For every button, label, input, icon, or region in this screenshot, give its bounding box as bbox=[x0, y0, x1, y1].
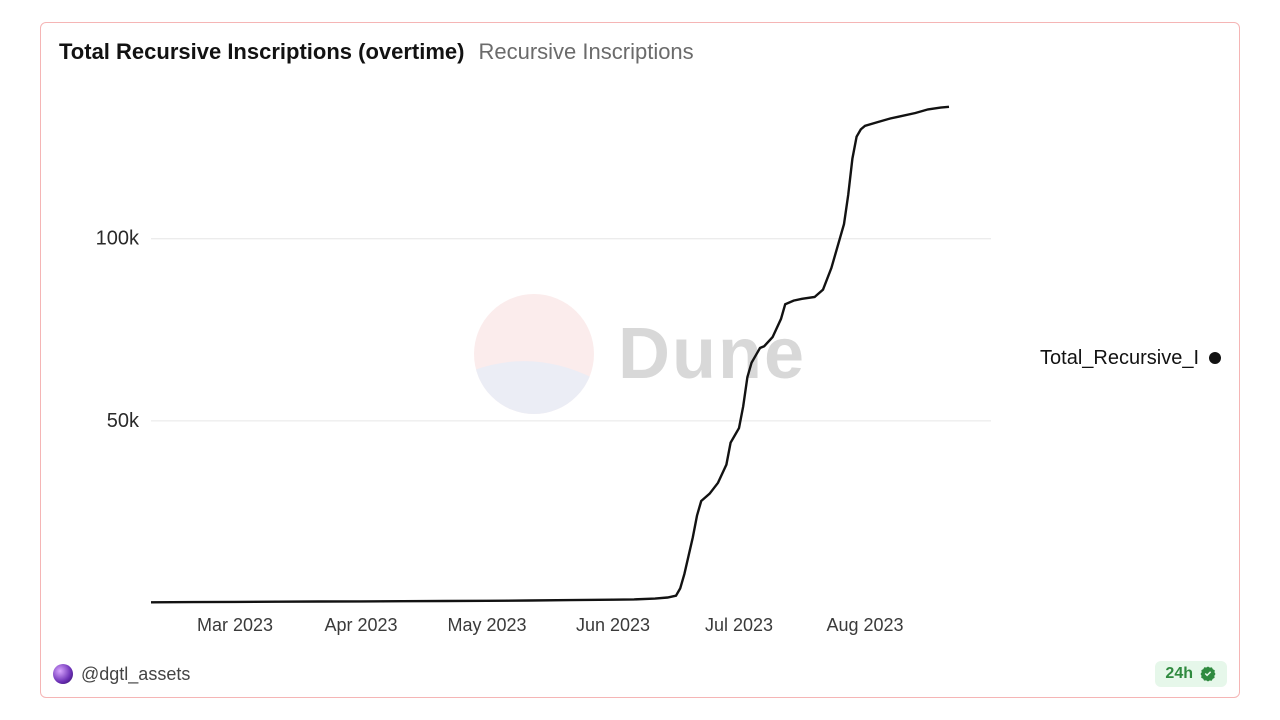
svg-text:May 2023: May 2023 bbox=[447, 615, 526, 635]
svg-text:Jun 2023: Jun 2023 bbox=[576, 615, 650, 635]
line-series-total-recursive bbox=[151, 107, 949, 603]
author-avatar-icon bbox=[53, 664, 73, 684]
chart-svg: 50k 100k Mar 2023 Apr 2023 May 2023 Jun 2023… bbox=[91, 83, 1201, 643]
author-handle: @dgtl_assets bbox=[81, 664, 190, 685]
chart-header: Total Recursive Inscriptions (overtime) … bbox=[41, 23, 1239, 69]
svg-text:Jul 2023: Jul 2023 bbox=[705, 615, 773, 635]
card-footer: @dgtl_assets 24h bbox=[53, 661, 1227, 687]
svg-text:Aug 2023: Aug 2023 bbox=[826, 615, 903, 635]
svg-text:Mar 2023: Mar 2023 bbox=[197, 615, 273, 635]
chart-plot-area: 50k 100k Mar 2023 Apr 2023 May 2023 Jun 2023… bbox=[91, 83, 1201, 643]
y-axis-labels: 50k 100k bbox=[96, 228, 140, 432]
verified-check-icon bbox=[1199, 665, 1217, 683]
author-link[interactable]: @dgtl_assets bbox=[53, 664, 190, 685]
svg-text:50k: 50k bbox=[107, 410, 140, 432]
svg-text:Apr 2023: Apr 2023 bbox=[324, 615, 397, 635]
legend-label: Total_Recursive_I bbox=[1040, 347, 1199, 370]
y-gridlines bbox=[151, 239, 991, 421]
svg-text:100k: 100k bbox=[96, 228, 140, 250]
badge-text: 24h bbox=[1165, 665, 1193, 683]
chart-title: Total Recursive Inscriptions (overtime) bbox=[59, 39, 464, 65]
chart-legend: Total_Recursive_I bbox=[1040, 347, 1221, 370]
freshness-badge[interactable]: 24h bbox=[1155, 661, 1227, 687]
x-axis-labels: Mar 2023 Apr 2023 May 2023 Jun 2023 Jul 2023… bbox=[197, 615, 904, 635]
chart-subtitle: Recursive Inscriptions bbox=[478, 39, 693, 65]
chart-card: Total Recursive Inscriptions (overtime) … bbox=[40, 22, 1240, 698]
legend-marker-icon bbox=[1209, 352, 1221, 364]
